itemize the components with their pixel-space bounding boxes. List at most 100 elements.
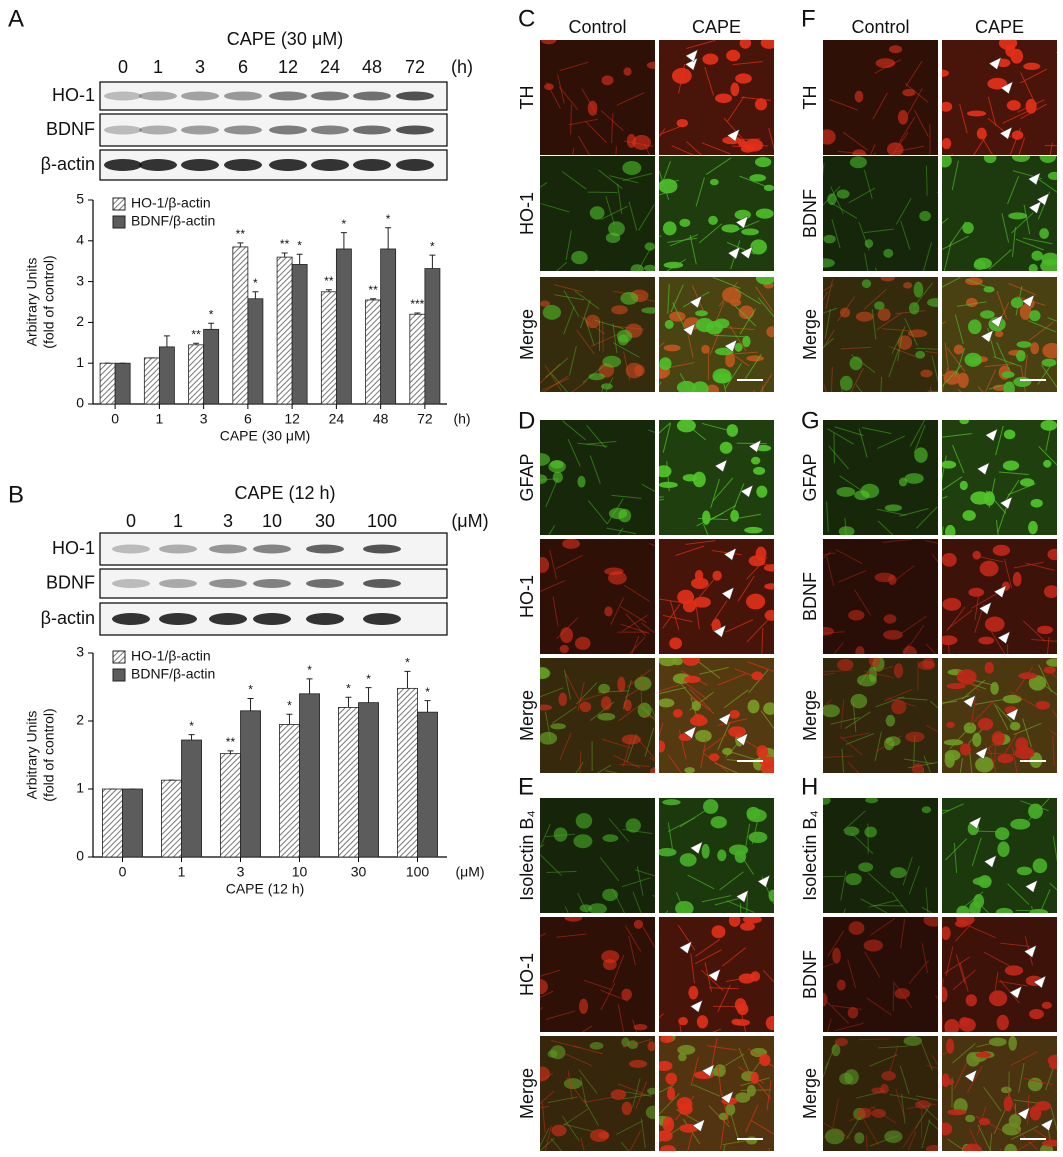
stain-cell — [587, 100, 598, 116]
blot-band — [139, 91, 177, 101]
stain-cell — [755, 444, 772, 452]
blot-row-label: β-actin — [41, 154, 95, 174]
stain-fiber — [636, 866, 644, 896]
arrowhead — [707, 968, 721, 982]
stain-haze — [823, 658, 938, 773]
stain-cell — [956, 669, 977, 685]
stain-cell — [628, 1059, 648, 1068]
stain-fiber — [717, 718, 747, 726]
stain-fiber — [579, 751, 582, 773]
stain-cell — [621, 1101, 633, 1116]
stain-fiber — [644, 144, 650, 155]
stain-cell — [855, 311, 874, 322]
stain-fiber — [966, 1066, 983, 1093]
stain-fiber — [952, 1043, 976, 1064]
arrowhead — [999, 126, 1013, 140]
stain-fiber — [686, 141, 703, 155]
stain-cell — [633, 1023, 648, 1031]
stain-fiber — [545, 357, 569, 378]
arrowhead — [1000, 81, 1014, 95]
stain-fiber — [840, 732, 871, 739]
x-tick-label: 1 — [178, 864, 186, 880]
stain-cell — [823, 234, 836, 244]
stain-fiber — [975, 698, 1006, 705]
stain-cell — [956, 905, 970, 913]
stain-cell — [659, 740, 666, 753]
stain-cell — [602, 888, 618, 902]
stain-cell — [854, 1132, 865, 1144]
stain-cell — [701, 344, 710, 354]
stain-cell — [944, 749, 961, 761]
x-axis-label: CAPE (12 h) — [226, 881, 305, 897]
stain-fiber — [659, 684, 681, 692]
stain-haze — [540, 40, 655, 155]
stain-fiber — [687, 874, 715, 890]
stain-cell — [978, 1117, 991, 1126]
stain-cell — [1043, 459, 1052, 468]
stain-cell — [864, 239, 874, 248]
stain-fiber — [823, 291, 829, 301]
lane-label: 10 — [262, 511, 282, 531]
stain-fiber — [540, 372, 541, 374]
stain-cell — [959, 420, 969, 425]
arrowhead — [999, 496, 1013, 510]
stain-cell — [1011, 130, 1024, 140]
stain-fiber — [704, 962, 713, 992]
stain-cell — [1009, 721, 1021, 731]
stain-fiber — [659, 1084, 675, 1094]
blot-band — [269, 159, 307, 171]
stain-cell — [1003, 1096, 1013, 1112]
stain-fiber — [951, 160, 959, 191]
stain-cell — [751, 671, 763, 681]
stain-fiber — [757, 297, 774, 318]
significance: ** — [191, 327, 201, 341]
stain-cell — [966, 110, 987, 117]
lane-label: 72 — [405, 57, 425, 77]
stain-cell — [972, 550, 981, 560]
x-tick-label: 10 — [292, 864, 308, 880]
stain-fiber — [988, 380, 1018, 390]
row-label: GFAP — [800, 453, 820, 501]
stain-fiber — [753, 389, 756, 392]
stain-fiber — [1023, 1077, 1053, 1086]
stain-haze — [942, 40, 1057, 155]
stain-cell — [956, 917, 975, 926]
stain-cell — [898, 477, 908, 487]
stain-cell — [598, 683, 611, 694]
stain-fiber — [913, 282, 933, 307]
stain-cell — [883, 248, 894, 258]
stain-fiber — [710, 1038, 718, 1068]
arrowhead — [1017, 1107, 1031, 1120]
stain-cell — [991, 731, 1005, 746]
stain-fiber — [578, 1069, 598, 1094]
stain-fiber — [563, 1108, 589, 1126]
stain-fiber — [826, 1018, 832, 1032]
stain-fiber — [942, 217, 949, 225]
stain-fiber — [888, 348, 900, 378]
stain-cell — [832, 947, 841, 964]
stain-fiber — [704, 66, 715, 96]
stain-cell — [696, 1015, 709, 1029]
legend-swatch — [112, 668, 126, 682]
stain-fiber — [750, 1120, 774, 1135]
stain-cell — [1049, 1062, 1057, 1070]
stain-fiber — [927, 390, 938, 392]
arrowhead — [997, 631, 1011, 645]
stain-cell — [1029, 908, 1049, 913]
stain-fiber — [577, 442, 608, 447]
stain-cell — [763, 564, 774, 572]
significance: ** — [368, 283, 378, 297]
stain-fiber — [701, 422, 732, 432]
stain-fiber — [929, 700, 938, 709]
stain-fiber — [823, 307, 838, 314]
stain-fiber — [651, 707, 655, 719]
stain-cell — [722, 287, 742, 304]
stain-fiber — [703, 753, 729, 773]
error-bar — [188, 734, 195, 741]
arrowhead — [980, 329, 994, 343]
stain-cell — [827, 193, 837, 206]
stain-fiber — [844, 711, 871, 730]
micrograph — [942, 539, 1057, 654]
stain-fiber — [719, 871, 744, 891]
